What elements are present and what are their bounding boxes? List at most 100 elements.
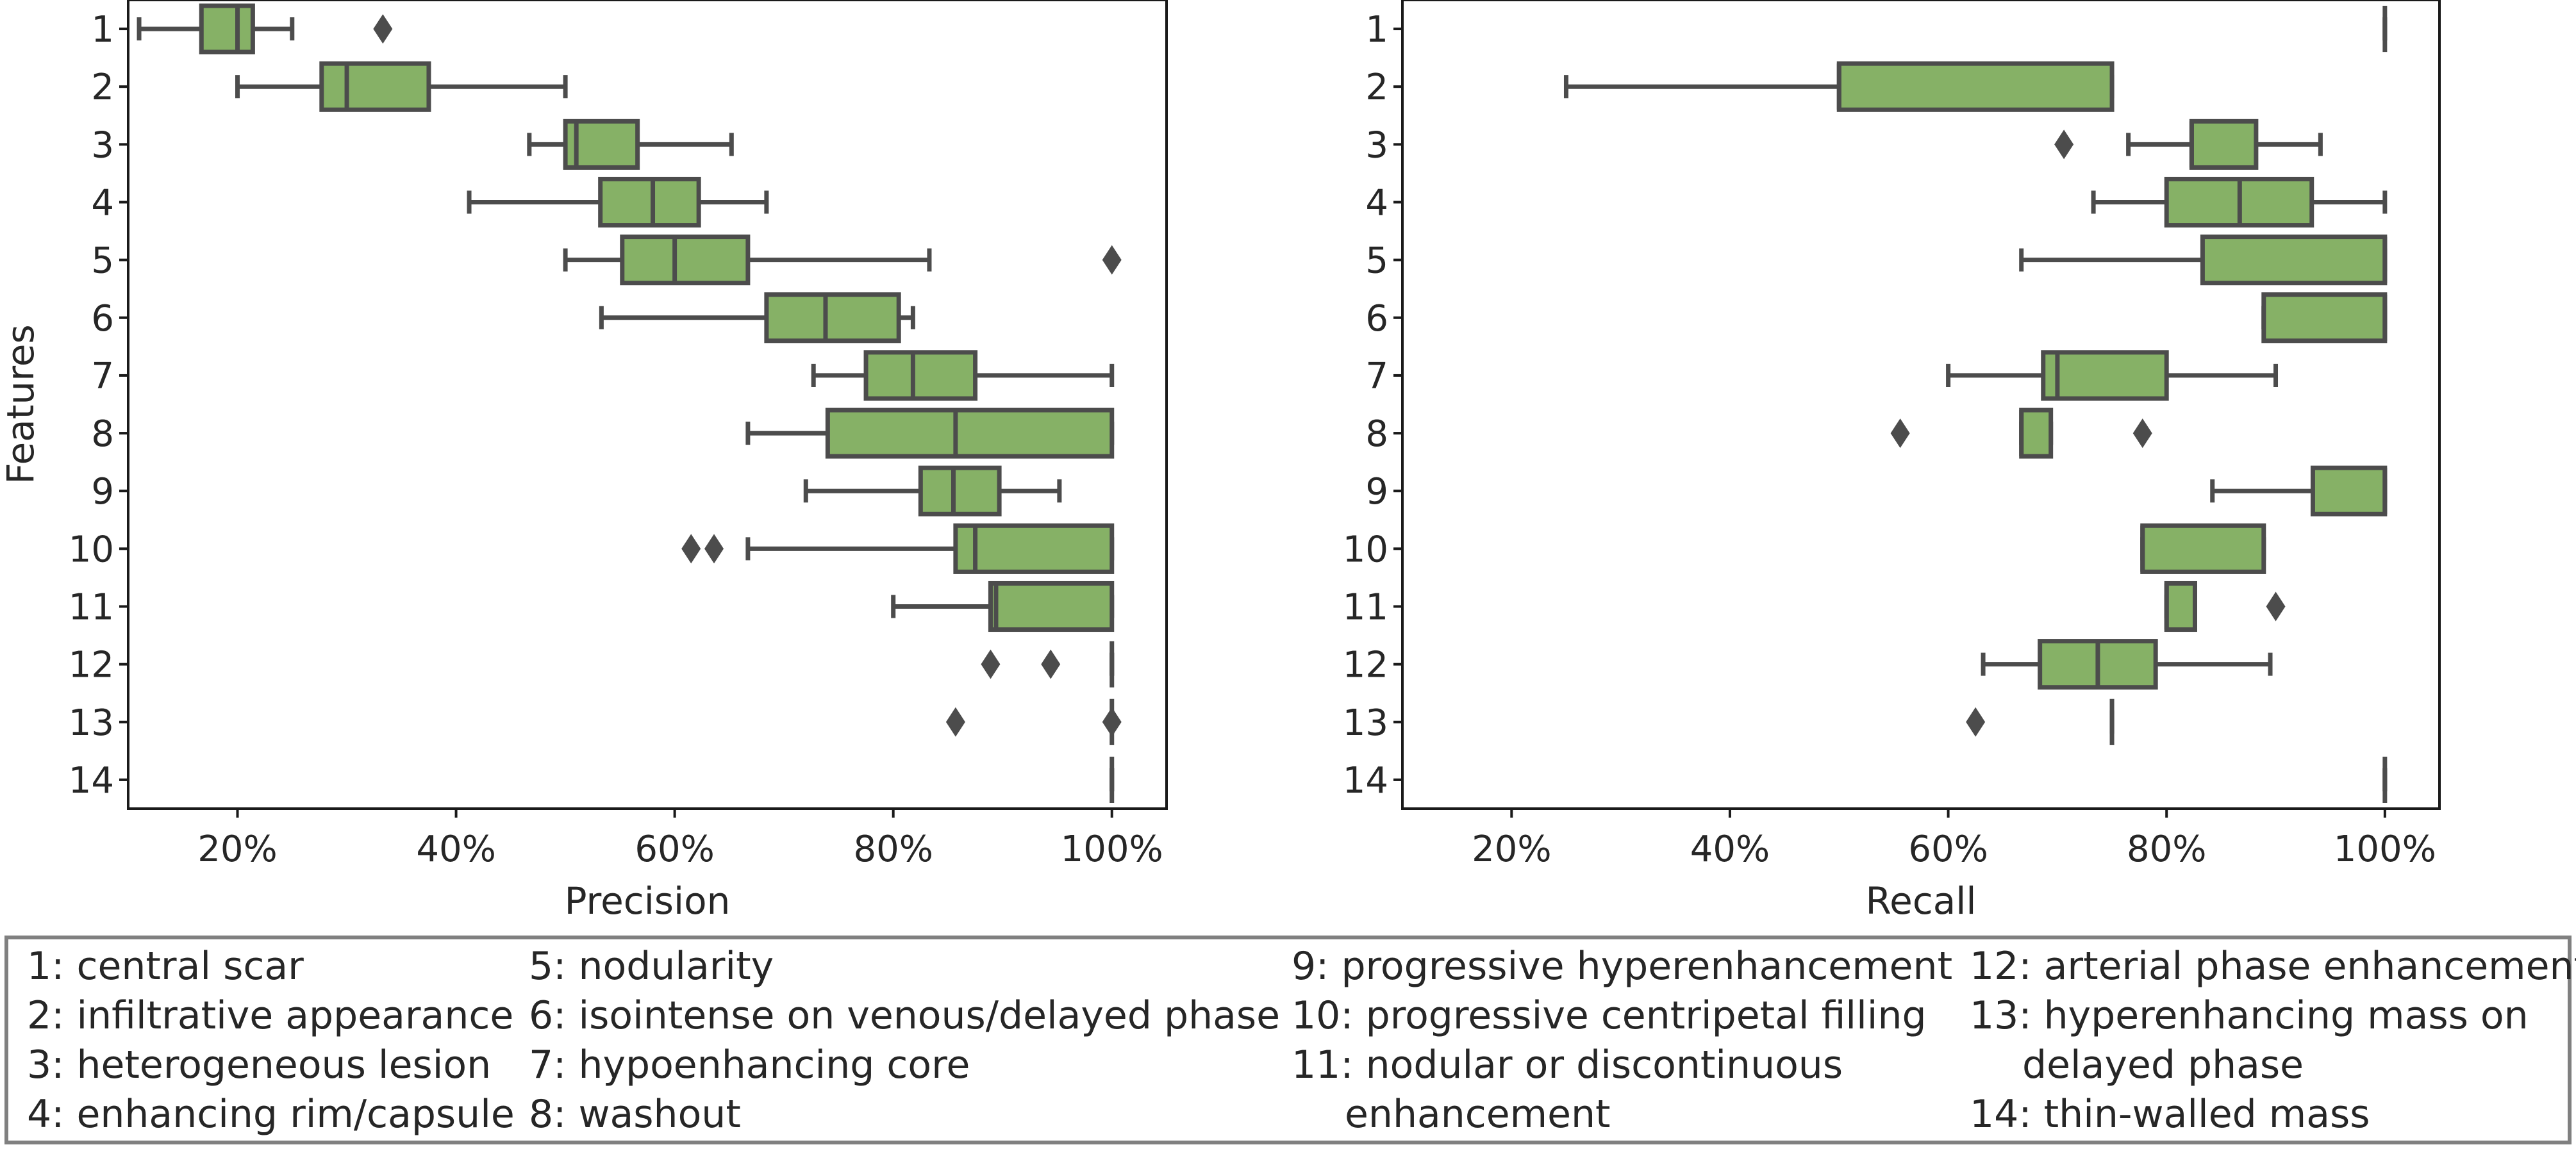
box-row-11: [891, 581, 1115, 632]
y-tick-label: 8: [91, 413, 114, 455]
y-tick-label: 7: [91, 356, 114, 397]
y-axis-label: Features: [0, 324, 42, 484]
box: [2310, 465, 2388, 516]
legend-frame: [4, 936, 2572, 1144]
y-tick-label: 10: [69, 529, 114, 570]
x-tick-label: 40%: [416, 829, 495, 870]
y-tick-label: 1: [91, 9, 114, 51]
legend-item: 8: washout: [529, 1092, 741, 1137]
box-row-1: [137, 3, 393, 54]
outlier-marker: [373, 14, 393, 44]
x-axis-label: Recall: [1865, 879, 1976, 923]
outlier-marker: [981, 649, 1001, 679]
x-tick-label: 60%: [1908, 829, 1988, 870]
legend-item: 2: infiltrative appearance: [27, 993, 513, 1038]
legend-item: 11: nodular or discontinuous: [1292, 1043, 1843, 1087]
legend-item: enhancement: [1345, 1092, 1611, 1137]
legend-item: 5: nodularity: [529, 944, 774, 989]
y-tick-label: 4: [1365, 183, 1388, 224]
box: [319, 61, 431, 112]
box: [2261, 292, 2388, 343]
box: [2200, 235, 2388, 286]
box-row-3: [527, 119, 734, 170]
y-tick-label: 5: [1365, 240, 1388, 282]
x-tick-label: 80%: [2127, 829, 2206, 870]
box-row-9: [803, 465, 1062, 516]
x-tick-label: 100%: [2334, 829, 2436, 870]
box-row-13: [945, 698, 1122, 745]
box-row-10: [681, 523, 1115, 574]
legend-item: delayed phase: [2022, 1043, 2304, 1087]
box: [199, 3, 255, 54]
outlier-marker: [1102, 245, 1122, 275]
axes-frame: [1401, 0, 2441, 810]
box: [988, 581, 1115, 632]
box: [620, 235, 751, 286]
box-row-2: [235, 61, 568, 112]
box-row-3: [2054, 119, 2323, 170]
outlier-marker: [704, 534, 724, 564]
outlier-marker: [681, 534, 701, 564]
legend-item: 14: thin-walled mass: [1970, 1092, 2370, 1137]
box: [598, 176, 701, 228]
legend-item: 9: progressive hyperenhancement: [1292, 944, 1952, 989]
y-tick-label: 10: [1343, 529, 1388, 570]
box-row-2: [1563, 61, 2115, 112]
legend-item: 4: enhancing rim/capsule: [27, 1092, 515, 1137]
box-row-8: [1890, 408, 2152, 459]
axes-frame: [127, 0, 1168, 810]
box-row-13: [1966, 698, 2115, 745]
box: [2189, 119, 2259, 170]
y-tick-label: 2: [91, 67, 114, 108]
y-tick-label: 8: [1365, 413, 1388, 455]
y-tick-label: 12: [1343, 645, 1388, 686]
legend-item: 10: progressive centripetal filling: [1292, 993, 1927, 1038]
x-tick-label: 100%: [1061, 829, 1163, 870]
legend-item: 1: central scar: [27, 944, 304, 989]
y-tick-label: 6: [1365, 298, 1388, 340]
y-tick-label: 1: [1365, 9, 1388, 51]
y-tick-label: 11: [1343, 587, 1388, 629]
box-row-10: [2140, 523, 2266, 574]
x-tick-label: 20%: [197, 829, 277, 870]
box: [764, 292, 901, 343]
box-row-12: [1981, 639, 2273, 690]
box: [863, 350, 978, 401]
box-row-6: [599, 292, 915, 343]
box: [825, 408, 1115, 459]
box-row-4: [2091, 176, 2388, 228]
outlier-marker: [1890, 418, 1910, 449]
y-tick-label: 7: [1365, 356, 1388, 397]
box-row-12: [981, 641, 1115, 688]
y-tick-label: 3: [1365, 124, 1388, 166]
box-row-9: [2210, 465, 2388, 516]
box-row-11: [2164, 581, 2286, 632]
box: [1836, 61, 2115, 112]
box-row-5: [2019, 235, 2388, 286]
y-tick-label: 14: [69, 760, 114, 802]
y-tick-label: 4: [91, 183, 114, 224]
legend-item: 13: hyperenhancing mass on: [1970, 993, 2529, 1038]
y-tick-label: 9: [91, 471, 114, 513]
legend-item: 12: arterial phase enhancement: [1970, 944, 2576, 989]
legend-item: 7: hypoenhancing core: [529, 1043, 970, 1087]
outlier-marker: [2054, 129, 2074, 160]
outlier-marker: [945, 707, 965, 737]
box-row-5: [563, 235, 1122, 286]
legend-item: 6: isointense on venous/delayed phase: [529, 993, 1280, 1038]
y-tick-label: 13: [69, 702, 114, 744]
box-row-7: [811, 350, 1115, 401]
y-tick-label: 3: [91, 124, 114, 166]
y-tick-label: 6: [91, 298, 114, 340]
legend-item: 3: heterogeneous lesion: [27, 1043, 491, 1087]
outlier-marker: [1041, 649, 1061, 679]
y-tick-label: 9: [1365, 471, 1388, 513]
legend: 1: central scar 2: infiltrative appearan…: [4, 936, 2576, 1144]
outlier-marker: [1102, 707, 1122, 737]
box: [2041, 350, 2169, 401]
box-row-7: [1946, 350, 2279, 401]
box-row-8: [745, 408, 1115, 459]
box: [918, 465, 1002, 516]
